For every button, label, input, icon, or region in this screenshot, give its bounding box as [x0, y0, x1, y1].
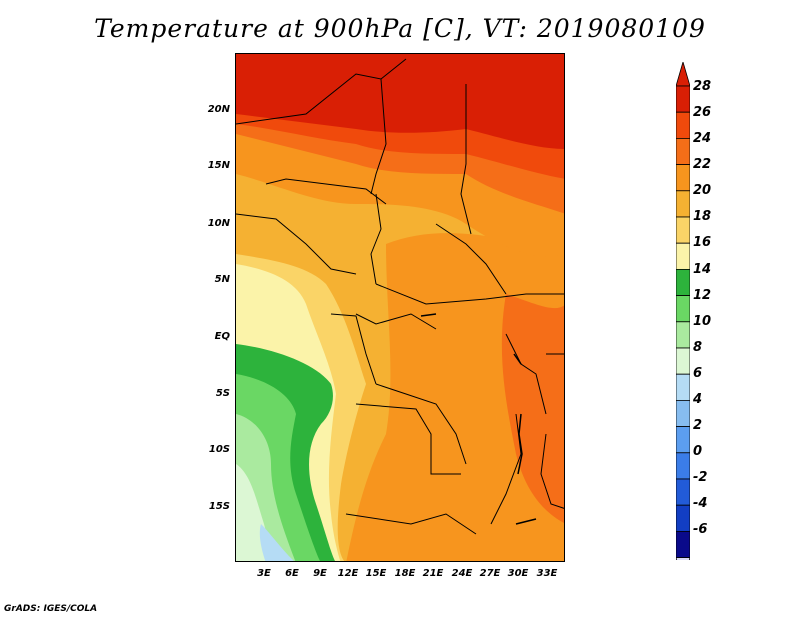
lat-label-15n: 15N: [207, 160, 230, 171]
colorbar-segment: [676, 321, 690, 349]
colorbar-label-0: 0: [693, 444, 703, 459]
colorbar-segment: [676, 190, 690, 218]
colorbar-segment: [676, 530, 690, 558]
lat-label-20n: 20N: [207, 104, 230, 115]
colorbar-segment: [676, 373, 690, 401]
colorbar-segment: [676, 242, 690, 270]
colorbar-bottom-arrow: [676, 557, 690, 560]
grads-credit: GrADS: IGES/COLA: [4, 604, 98, 614]
colorbar-label-22: 22: [693, 157, 712, 172]
colorbar-segment: [676, 426, 690, 454]
colorbar-label-24: 24: [693, 131, 712, 146]
colorbar-segments: [676, 62, 690, 560]
lon-label-24e: 24E: [451, 568, 473, 579]
colorbar-segment: [676, 504, 690, 532]
lat-label-10n: 10N: [207, 218, 230, 229]
lon-label-3e: 3E: [257, 568, 271, 579]
lon-label-6e: 6E: [285, 568, 299, 579]
colorbar-segment: [676, 111, 690, 139]
temperature-map: [235, 53, 565, 562]
colorbar-label-neg4: -4: [693, 496, 708, 511]
colorbar-segment: [676, 347, 690, 375]
colorbar-segment: [676, 268, 690, 296]
lat-label-eq: EQ: [214, 331, 230, 342]
colorbar-label-18: 18: [693, 209, 712, 224]
colorbar-label-12: 12: [693, 288, 712, 303]
lon-label-12e: 12E: [337, 568, 359, 579]
band-north-28: [236, 54, 564, 149]
lakes: [420, 313, 537, 525]
map-canvas: [236, 54, 564, 561]
lon-label-21e: 21E: [422, 568, 444, 579]
colorbar-label-26: 26: [693, 105, 712, 120]
colorbar-segment: [676, 164, 690, 192]
colorbar-segment: [676, 85, 690, 113]
lon-label-33e: 33E: [536, 568, 558, 579]
colorbar-segment: [676, 452, 690, 480]
colorbar-segment: [676, 295, 690, 323]
chart-title: Temperature at 900hPa [C], VT: 201908010…: [94, 14, 706, 43]
colorbar-label-8: 8: [693, 340, 703, 355]
country-borders: [236, 58, 564, 535]
colorbar-label-20: 20: [693, 183, 712, 198]
colorbar-segment: [676, 399, 690, 427]
colorbar-segment: [676, 216, 690, 244]
colorbar-label-neg2: -2: [693, 470, 708, 485]
band-8-10: [236, 464, 280, 561]
lon-label-15e: 15E: [365, 568, 387, 579]
band-24-26-east: [501, 294, 564, 523]
colorbar-label-6: 6: [693, 366, 703, 381]
colorbar-label-10: 10: [693, 314, 712, 329]
lon-label-18e: 18E: [394, 568, 416, 579]
lat-label-5n: 5N: [214, 274, 230, 285]
colorbar-segment: [676, 478, 690, 506]
band-6-8: [259, 524, 294, 561]
colorbar-top-arrow: [676, 62, 690, 87]
colorbar-label-4: 4: [693, 392, 703, 407]
colorbar-label-14: 14: [693, 262, 712, 277]
lat-label-10s: 10S: [208, 444, 230, 455]
colorbar-label-28: 28: [693, 79, 712, 94]
colorbar-label-2: 2: [693, 418, 703, 433]
lat-label-5s: 5S: [215, 388, 230, 399]
colorbar-label-16: 16: [693, 235, 712, 250]
lon-label-27e: 27E: [479, 568, 501, 579]
colorbar: [676, 62, 690, 560]
lat-label-15s: 15S: [208, 501, 230, 512]
colorbar-segment: [676, 138, 690, 166]
colorbar-label-neg6: -6: [693, 522, 708, 537]
lon-label-30e: 30E: [507, 568, 529, 579]
lon-label-9e: 9E: [313, 568, 327, 579]
